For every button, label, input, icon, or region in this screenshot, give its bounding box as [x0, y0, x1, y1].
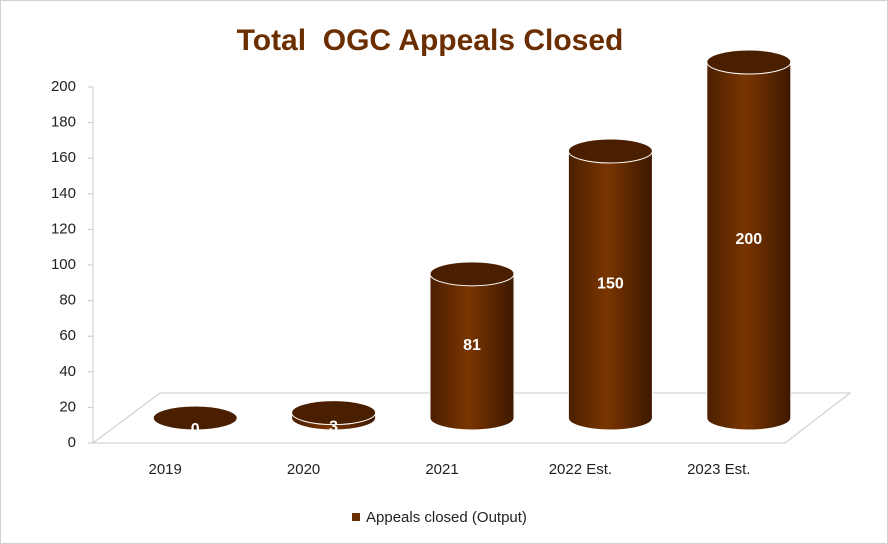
- legend-label: Appeals closed (Output): [366, 509, 527, 526]
- y-tick-label: 140: [51, 185, 76, 202]
- x-tick-label: 2020: [287, 461, 320, 478]
- y-tick-label: 160: [51, 149, 76, 166]
- legend-swatch: [352, 513, 360, 521]
- y-tick-label: 180: [51, 114, 76, 131]
- x-tick-label: 2022 Est.: [549, 461, 612, 478]
- y-tick-label: 60: [59, 327, 76, 344]
- bar-top: [706, 49, 792, 75]
- value-label: 3: [329, 419, 338, 436]
- y-tick-label: 40: [59, 363, 76, 380]
- bar: [429, 273, 515, 431]
- x-tick-label: 2021: [425, 461, 458, 478]
- bar-top: [567, 138, 653, 164]
- bar-top: [429, 261, 515, 287]
- chart-title: Total OGC Appeals Closed: [237, 24, 624, 57]
- y-tick-label: 100: [51, 256, 76, 273]
- x-tick-label: 2023 Est.: [687, 461, 750, 478]
- bar-top: [152, 405, 238, 431]
- bar: [567, 150, 653, 431]
- value-label: 200: [735, 231, 762, 248]
- y-tick-label: 120: [51, 220, 76, 237]
- y-tick-label: 0: [68, 434, 76, 451]
- value-label: 81: [463, 337, 481, 354]
- value-label: 0: [191, 421, 200, 438]
- y-tick-label: 80: [59, 292, 76, 309]
- bar: [706, 61, 792, 431]
- x-tick-label: 2019: [149, 461, 182, 478]
- y-tick-label: 200: [51, 78, 76, 95]
- value-label: 150: [597, 276, 624, 293]
- y-tick-label: 20: [59, 398, 76, 415]
- bar-top: [291, 400, 377, 426]
